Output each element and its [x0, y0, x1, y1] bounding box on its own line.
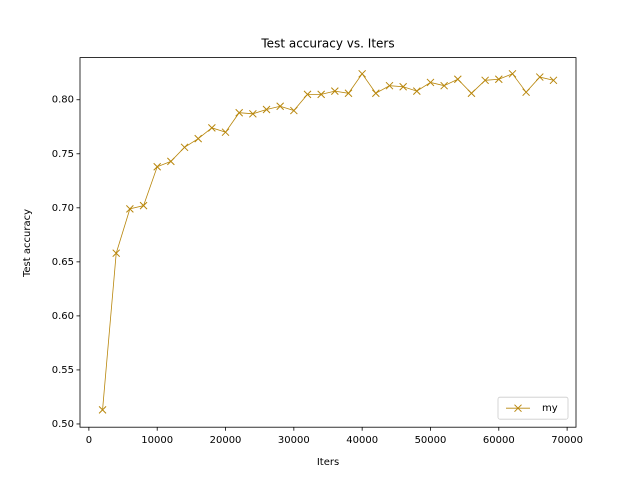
y-tick-label: 0.70	[52, 203, 74, 214]
y-tick-label: 0.50	[52, 419, 74, 430]
x-tick-label: 10000	[141, 435, 173, 446]
x-tick-label: 60000	[483, 435, 515, 446]
y-tick-label: 0.80	[52, 95, 74, 106]
data-point	[194, 134, 203, 143]
data-point	[549, 76, 558, 85]
legend-marker	[514, 404, 522, 413]
plot-frame	[79, 57, 577, 428]
data-point	[535, 73, 544, 81]
data-point	[248, 109, 257, 118]
data-point	[371, 89, 380, 98]
data-point	[522, 88, 530, 97]
data-point	[317, 90, 326, 99]
data-point	[112, 249, 121, 258]
x-tick-label: 0	[86, 435, 92, 446]
data-point	[481, 76, 489, 85]
data-point	[399, 82, 408, 91]
data-point	[153, 162, 162, 171]
data-point	[126, 205, 134, 213]
y-axis-label: Test accuracy	[22, 209, 33, 278]
data-point	[440, 81, 448, 90]
x-tick-label: 70000	[551, 435, 583, 446]
data-point	[358, 69, 367, 78]
data-point	[276, 102, 285, 111]
x-axis-label: Iters	[317, 457, 339, 468]
legend-label: my	[542, 403, 558, 414]
x-tick-label: 40000	[346, 435, 378, 446]
x-tick-label: 20000	[210, 435, 242, 446]
data-point	[98, 406, 107, 414]
data-point	[262, 105, 271, 114]
data-point	[303, 90, 312, 99]
x-tick-label: 30000	[278, 435, 310, 446]
data-point	[426, 78, 435, 87]
data-point	[221, 128, 230, 137]
legend-box	[497, 396, 569, 420]
data-point	[494, 75, 503, 84]
data-point	[453, 75, 462, 84]
y-tick-label: 0.65	[52, 257, 74, 268]
data-point	[385, 81, 394, 90]
x-tick-label: 50000	[415, 435, 447, 446]
data-point	[167, 157, 175, 166]
data-point	[180, 143, 189, 152]
data-point	[330, 87, 339, 95]
data-point	[208, 123, 216, 132]
y-tick-label: 0.60	[52, 311, 74, 322]
y-tick-label: 0.75	[52, 149, 74, 160]
data-point	[235, 108, 244, 117]
data-point	[508, 69, 517, 78]
data-point	[289, 106, 298, 115]
chart-title: Test accuracy vs. Iters	[260, 37, 394, 51]
y-tick-label: 0.55	[52, 365, 74, 376]
series-line	[102, 73, 554, 410]
data-point	[139, 201, 148, 210]
data-point	[344, 89, 353, 98]
data-point	[467, 89, 476, 98]
data-point	[412, 87, 421, 95]
